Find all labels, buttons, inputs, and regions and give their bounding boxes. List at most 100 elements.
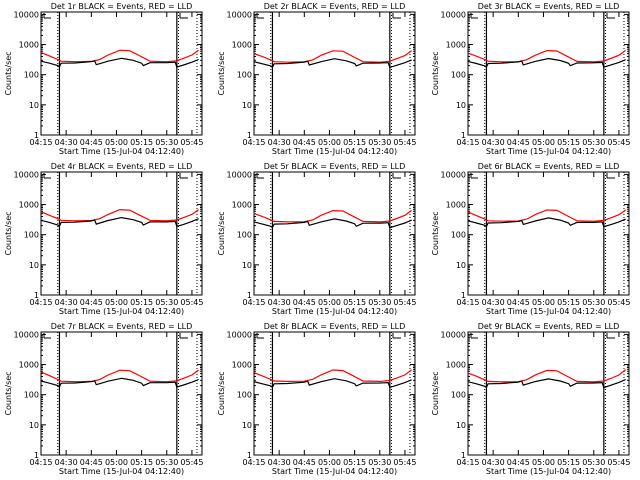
y-tick-label: 1 — [247, 131, 252, 140]
bracket-mark — [470, 173, 478, 179]
detector-plot-9: Det 9r BLACK = Events, RED = LLD 1 10 100 10… — [431, 322, 630, 476]
series-lld — [40, 369, 199, 383]
y-axis-label: Counts/sec — [4, 211, 13, 255]
detector-plot-5: Det 5r BLACK = Events, RED = LLD 1 10 100 10… — [217, 162, 416, 316]
x-tick-label: 04:30 — [481, 458, 504, 467]
y-tick-label: 10 — [29, 261, 39, 270]
series-events — [254, 378, 413, 389]
x-tick-label: 04:45 — [293, 458, 316, 467]
x-tick-label: 04:15 — [456, 458, 479, 467]
y-tick-label: 1 — [461, 291, 466, 300]
y-tick-label: 10000 — [14, 10, 39, 19]
x-tick-label: 05:15 — [557, 138, 580, 147]
series-lld — [254, 369, 413, 383]
x-tick-label: 05:15 — [130, 298, 153, 307]
x-tick-label: 05:45 — [180, 138, 203, 147]
x-tick-label: 05:15 — [343, 298, 366, 307]
y-tick-label: 10 — [455, 421, 465, 430]
y-tick-label: 1 — [461, 451, 466, 460]
x-tick-label: 05:15 — [343, 138, 366, 147]
y-tick-label: 1 — [34, 451, 39, 460]
y-tick-label: 1000 — [19, 201, 39, 210]
y-tick-label: 100 — [237, 231, 252, 240]
bracket-mark — [392, 333, 402, 339]
bracket-mark — [392, 173, 402, 179]
detector-plot-1: Det 1r BLACK = Events, RED = LLD 1 10 100 10… — [4, 2, 203, 156]
x-tick-label: 04:30 — [481, 138, 504, 147]
bracket-mark — [606, 333, 615, 339]
y-tick-label: 10 — [29, 101, 39, 110]
x-tick-label: 05:45 — [394, 458, 417, 467]
x-tick-label: 04:45 — [506, 458, 529, 467]
x-tick-label: 05:30 — [155, 138, 178, 147]
x-tick-label: 04:30 — [268, 458, 291, 467]
plot-title: Det 4r BLACK = Events, RED = LLD — [51, 162, 193, 171]
plot-frame — [467, 11, 630, 136]
bracket-mark — [470, 333, 478, 339]
plot-title: Det 5r BLACK = Events, RED = LLD — [264, 162, 406, 171]
x-axis-label: Start Time (15-Jul-04 04:12:40) — [486, 147, 611, 156]
x-tick-label: 04:45 — [506, 138, 529, 147]
y-tick-label: 10000 — [227, 10, 252, 19]
x-tick-label: 04:15 — [243, 298, 266, 307]
y-tick-label: 1000 — [445, 361, 465, 370]
bracket-mark — [470, 13, 478, 19]
x-tick-label: 04:30 — [481, 298, 504, 307]
plot-title: Det 1r BLACK = Events, RED = LLD — [51, 2, 193, 11]
series-lld — [40, 208, 199, 222]
plot-frame — [253, 171, 416, 296]
y-tick-label: 10 — [242, 261, 252, 270]
bracket-mark — [256, 173, 265, 179]
y-tick-label: 10000 — [14, 170, 39, 179]
bracket-mark — [43, 173, 51, 179]
bracket-mark — [256, 333, 265, 339]
x-axis-label: Start Time (15-Jul-04 04:12:40) — [272, 467, 397, 476]
y-tick-label: 1 — [34, 291, 39, 300]
x-tick-label: 05:45 — [607, 138, 630, 147]
x-tick-label: 05:30 — [369, 298, 392, 307]
bracket-mark — [392, 13, 402, 19]
y-tick-label: 1000 — [19, 41, 39, 50]
x-tick-label: 05:30 — [582, 298, 605, 307]
x-tick-label: 04:30 — [55, 298, 78, 307]
x-tick-label: 04:30 — [268, 138, 291, 147]
y-tick-label: 100 — [24, 391, 39, 400]
x-tick-label: 04:45 — [506, 298, 529, 307]
y-tick-label: 10000 — [227, 170, 252, 179]
y-tick-label: 10000 — [14, 330, 39, 339]
y-tick-label: 10000 — [440, 170, 465, 179]
y-tick-label: 10000 — [227, 330, 252, 339]
x-tick-label: 04:30 — [268, 298, 291, 307]
y-tick-label: 10000 — [440, 10, 465, 19]
x-tick-label: 04:45 — [80, 458, 103, 467]
y-tick-label: 1 — [461, 131, 466, 140]
y-tick-label: 100 — [237, 71, 252, 80]
bracket-mark — [43, 13, 51, 19]
series-lld — [254, 209, 413, 223]
x-tick-label: 05:00 — [105, 298, 128, 307]
plot-title: Det 6r BLACK = Events, RED = LLD — [477, 162, 619, 171]
series-events — [40, 57, 199, 68]
y-tick-label: 10 — [242, 421, 252, 430]
y-tick-label: 1000 — [445, 41, 465, 50]
bracket-mark — [43, 333, 51, 339]
x-tick-label: 05:45 — [180, 458, 203, 467]
series-events — [40, 216, 199, 228]
x-axis-label: Start Time (15-Jul-04 04:12:40) — [59, 307, 184, 316]
x-tick-label: 04:45 — [80, 298, 103, 307]
y-axis-label: Counts/sec — [431, 371, 440, 415]
series-lld — [254, 50, 413, 63]
x-tick-label: 05:45 — [394, 138, 417, 147]
series-events — [467, 378, 626, 389]
x-tick-label: 04:30 — [55, 138, 78, 147]
y-tick-label: 10000 — [440, 330, 465, 339]
y-tick-label: 100 — [450, 231, 465, 240]
y-tick-label: 100 — [24, 71, 39, 80]
x-tick-label: 05:45 — [607, 458, 630, 467]
bracket-mark — [179, 333, 188, 339]
y-tick-label: 1 — [34, 131, 39, 140]
y-tick-label: 100 — [450, 71, 465, 80]
x-tick-label: 05:00 — [318, 298, 341, 307]
x-tick-label: 04:15 — [456, 138, 479, 147]
